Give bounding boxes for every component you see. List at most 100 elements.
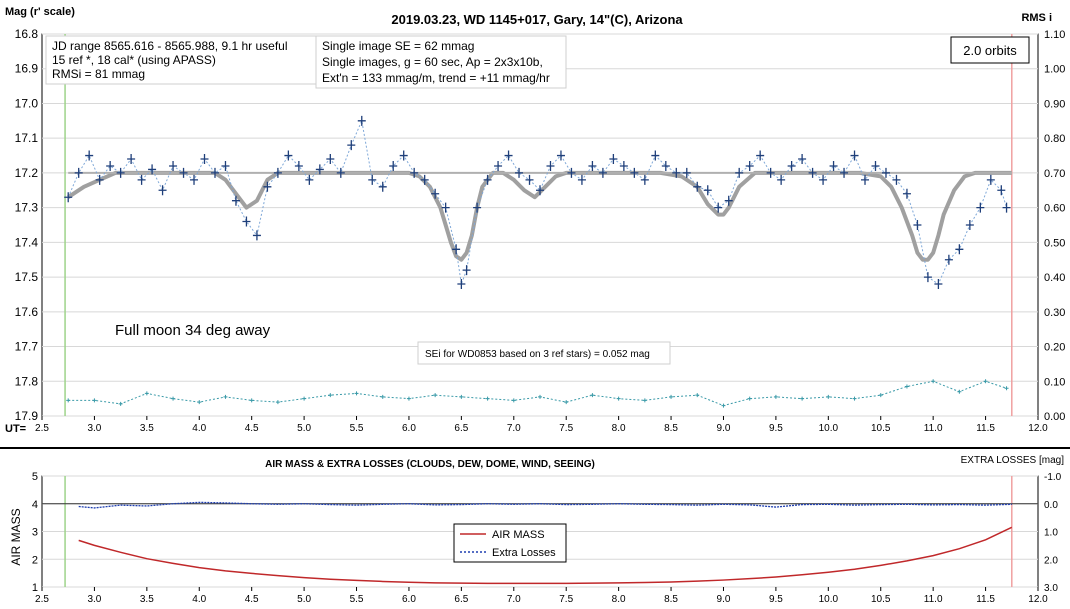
measurement-point bbox=[661, 160, 670, 171]
svg-text:Ext'n = 133 mmag/m, trend = +1: Ext'n = 133 mmag/m, trend = +11 mmag/hr bbox=[322, 71, 550, 85]
measurement-point bbox=[955, 244, 964, 255]
rms-point bbox=[485, 396, 490, 401]
chart-title: 2019.03.23, WD 1145+017, Gary, 14"(C), A… bbox=[391, 12, 683, 27]
measurement-point bbox=[190, 174, 199, 185]
info-box-single-image: Single image SE = 62 mmag Single images,… bbox=[315, 35, 567, 89]
measurement-point bbox=[881, 167, 890, 178]
measurement-point bbox=[410, 167, 419, 178]
y-tick-label: 17.0 bbox=[15, 96, 39, 110]
rms-point bbox=[118, 401, 123, 406]
moon-note: Full moon 34 deg away bbox=[115, 322, 271, 339]
measurement-point bbox=[179, 167, 188, 178]
measurement-point bbox=[431, 188, 440, 199]
measurement-point bbox=[64, 192, 73, 203]
measurement-point bbox=[158, 185, 167, 196]
measurement-point bbox=[976, 202, 985, 213]
x-tick-label: 12.0 bbox=[1028, 594, 1048, 605]
measurement-point bbox=[871, 160, 880, 171]
x-tick-label: 7.5 bbox=[559, 423, 573, 434]
measurement-point bbox=[766, 167, 775, 178]
y-tick-label: 17.3 bbox=[15, 201, 39, 215]
measurement-point bbox=[231, 195, 240, 206]
airmass-tick-label: 5 bbox=[32, 471, 38, 483]
y-tick-label: 17.9 bbox=[15, 409, 39, 423]
measurement-point bbox=[74, 167, 83, 178]
measurement-point bbox=[609, 154, 618, 165]
legend-air-mass: AIR MASS bbox=[492, 529, 545, 541]
measurement-point bbox=[556, 150, 565, 161]
x-tick-label: 11.5 bbox=[976, 423, 995, 434]
rms-point bbox=[380, 394, 385, 399]
rms-point bbox=[590, 393, 595, 398]
x-tick-label: 4.5 bbox=[245, 423, 259, 434]
measurement-point bbox=[672, 167, 681, 178]
y-tick-label: 17.1 bbox=[15, 131, 39, 145]
y2-tick-label: 0.80 bbox=[1044, 133, 1065, 145]
x-tick-label: 10.0 bbox=[819, 594, 839, 605]
measurement-point bbox=[504, 150, 513, 161]
rms-point bbox=[171, 396, 176, 401]
measurement-point bbox=[315, 164, 324, 175]
measurement-point bbox=[651, 150, 660, 161]
measurement-point bbox=[441, 202, 450, 213]
rms-point bbox=[669, 394, 674, 399]
y2-tick-label: 0.20 bbox=[1044, 342, 1065, 354]
svg-text:SEi for WD0853 based on 3 ref: SEi for WD0853 based on 3 ref stars) = 0… bbox=[425, 349, 650, 360]
measurement-point bbox=[399, 150, 408, 161]
measurement-point bbox=[200, 154, 209, 165]
airmass-tick-label: 1 bbox=[32, 582, 38, 594]
x-tick-label: 11.0 bbox=[924, 423, 943, 434]
x-tick-label: 3.0 bbox=[87, 594, 101, 605]
measurement-point bbox=[368, 174, 377, 185]
x-tick-label: 9.0 bbox=[717, 423, 731, 434]
measurement-point bbox=[756, 150, 765, 161]
measurement-point bbox=[577, 174, 586, 185]
measurement-point bbox=[462, 265, 471, 276]
rms-point bbox=[957, 389, 962, 394]
x-tick-label: 10.0 bbox=[819, 423, 839, 434]
measurement-point bbox=[714, 202, 723, 213]
airmass-tick-label: 3 bbox=[32, 527, 38, 539]
measurement-line bbox=[67, 119, 1008, 287]
x-tick-label: 6.0 bbox=[402, 423, 416, 434]
x-tick-label: 9.5 bbox=[769, 594, 783, 605]
measurement-point bbox=[944, 254, 953, 265]
rms-point bbox=[223, 394, 228, 399]
x-tick-label: 5.0 bbox=[297, 594, 311, 605]
measurement-point bbox=[693, 181, 702, 192]
measurement-point bbox=[294, 160, 303, 171]
rms-point bbox=[616, 396, 621, 401]
y2-axis-label: RMS i bbox=[1021, 12, 1052, 24]
x-tick-label: 6.5 bbox=[454, 594, 468, 605]
rms-point bbox=[800, 396, 805, 401]
x-tick-label: 7.0 bbox=[507, 594, 521, 605]
measurement-point bbox=[861, 174, 870, 185]
svg-text:Single images, g = 60 sec, Ap: Single images, g = 60 sec, Ap = 2x3x10b, bbox=[322, 55, 543, 69]
measurement-point bbox=[127, 154, 136, 165]
y-axis-label: Mag (r' scale) bbox=[5, 6, 75, 18]
x-tick-label: 10.5 bbox=[871, 594, 891, 605]
rms-point bbox=[92, 398, 97, 403]
y2-tick-label: 0.90 bbox=[1044, 98, 1065, 110]
info-box-jd: JD range 8565.616 - 8565.988, 9.1 hr use… bbox=[45, 35, 317, 85]
model-curve bbox=[67, 170, 1012, 262]
rms-point bbox=[983, 379, 988, 384]
measurement-point bbox=[819, 174, 828, 185]
x-tick-label: 7.5 bbox=[559, 594, 573, 605]
measurement-point bbox=[95, 174, 104, 185]
x-tick-label: 5.0 bbox=[297, 423, 311, 434]
x-tick-label: 12.0 bbox=[1028, 423, 1048, 434]
measurement-point bbox=[829, 160, 838, 171]
rms-point bbox=[354, 391, 359, 396]
y-tick-label: 16.9 bbox=[15, 62, 39, 76]
measurement-point bbox=[735, 167, 744, 178]
rms-point bbox=[773, 394, 778, 399]
rms-point bbox=[275, 400, 280, 405]
rms-point bbox=[852, 396, 857, 401]
measurement-point bbox=[934, 279, 943, 290]
measurement-point bbox=[682, 167, 691, 178]
airmass-tick-label: 2 bbox=[32, 554, 38, 566]
measurement-point bbox=[326, 154, 335, 165]
measurement-point bbox=[137, 174, 146, 185]
x-tick-label: 2.5 bbox=[35, 594, 49, 605]
